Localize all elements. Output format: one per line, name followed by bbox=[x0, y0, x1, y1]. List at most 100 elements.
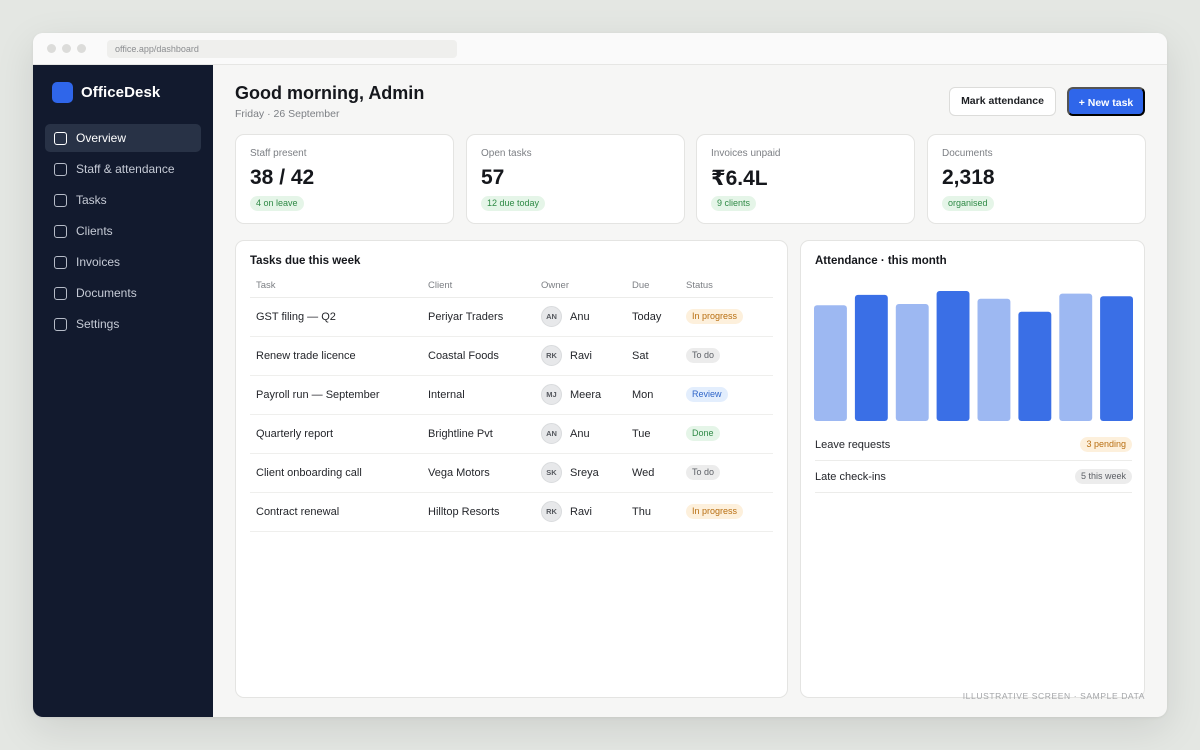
attendance-bar bbox=[977, 298, 1011, 421]
column-header-due[interactable]: Due bbox=[626, 274, 680, 298]
avatar: AN bbox=[541, 306, 562, 327]
current-date: Friday · 26 September bbox=[235, 108, 340, 120]
avatar: SK bbox=[541, 462, 562, 483]
stat-value: 38 / 42 bbox=[250, 166, 315, 189]
stat-label: Invoices unpaid bbox=[711, 148, 781, 159]
sidebar-item-documents[interactable]: Documents bbox=[45, 279, 201, 307]
task-status-cell: To do bbox=[680, 453, 773, 493]
stat-badge: organised bbox=[942, 196, 994, 211]
sidebar-item-label: Overview bbox=[76, 131, 127, 145]
owner-name: Sreya bbox=[570, 466, 599, 479]
task-owner-cell: AN Anu bbox=[535, 414, 626, 454]
attendance-bar-chart bbox=[814, 291, 1133, 421]
task-due: Thu bbox=[626, 492, 680, 532]
stat-card-invoices-unpaid[interactable]: Invoices unpaid ₹6.4L 9 clients bbox=[696, 134, 915, 224]
sidebar-item-tasks[interactable]: Tasks bbox=[45, 186, 201, 214]
sidebar-item-label: Documents bbox=[76, 286, 137, 300]
stat-card-documents[interactable]: Documents 2,318 organised bbox=[927, 134, 1146, 224]
table-row[interactable]: Quarterly report Brightline Pvt AN Anu Tu… bbox=[250, 414, 773, 454]
stat-value: ₹6.4L bbox=[711, 167, 768, 190]
task-status-cell: In progress bbox=[680, 297, 773, 337]
status-badge: In progress bbox=[686, 504, 744, 519]
sidebar-item-invoices[interactable]: Invoices bbox=[45, 248, 201, 276]
task-name: GST filing — Q2 bbox=[250, 297, 422, 337]
sidebar-item-staff-attendance[interactable]: Staff & attendance bbox=[45, 155, 201, 183]
attendance-bar bbox=[1100, 296, 1133, 421]
avatar: RK bbox=[541, 501, 562, 522]
task-owner-cell: RK Ravi bbox=[535, 492, 626, 532]
window-close-dot[interactable] bbox=[47, 44, 56, 53]
stat-card-staff-present[interactable]: Staff present 38 / 42 4 on leave bbox=[235, 134, 454, 224]
sidebar-item-settings[interactable]: Settings bbox=[45, 310, 201, 338]
sidebar-item-label: Tasks bbox=[76, 193, 107, 207]
owner-name: Meera bbox=[570, 388, 602, 401]
status-badge: In progress bbox=[686, 309, 744, 324]
attendance-bar bbox=[854, 294, 888, 421]
tasks-icon bbox=[54, 193, 67, 207]
staff-icon bbox=[54, 162, 67, 176]
column-header-client[interactable]: Client bbox=[422, 274, 535, 298]
sidebar-item-overview[interactable]: Overview bbox=[45, 124, 201, 152]
window-maximize-dot[interactable] bbox=[77, 44, 86, 53]
overview-icon bbox=[54, 131, 67, 145]
attendance-bar bbox=[936, 291, 970, 421]
invoices-icon bbox=[54, 255, 67, 269]
sidebar: OfficeDesk Overview Staff & attendance T… bbox=[33, 65, 213, 717]
owner-name: Anu bbox=[570, 310, 590, 323]
page-title: Good morning, Admin bbox=[235, 83, 425, 103]
window-minimize-dot[interactable] bbox=[62, 44, 71, 53]
settings-icon bbox=[54, 317, 67, 331]
sidebar-item-label: Clients bbox=[76, 224, 113, 238]
sidebar-nav: Overview Staff & attendance Tasks Client… bbox=[45, 124, 201, 341]
sidebar-item-clients[interactable]: Clients bbox=[45, 217, 201, 245]
footer-note: ILLUSTRATIVE SCREEN · SAMPLE DATA bbox=[962, 691, 1145, 701]
stat-label: Documents bbox=[942, 148, 993, 159]
status-badge: Done bbox=[686, 426, 720, 441]
task-owner-cell: MJ Meera bbox=[535, 375, 626, 415]
tasks-panel-title: Tasks due this week bbox=[250, 255, 361, 267]
table-row[interactable]: Payroll run — September Internal MJ Meera… bbox=[250, 375, 773, 415]
table-row[interactable]: Contract renewal Hilltop Resorts RK Ravi … bbox=[250, 492, 773, 532]
table-row[interactable]: Renew trade licence Coastal Foods RK Ravi… bbox=[250, 336, 773, 376]
table-header-row: Task Client Owner Due Status bbox=[250, 274, 773, 298]
owner-name: Ravi bbox=[570, 349, 593, 362]
late-checkins-row[interactable]: Late check-ins 5 this week bbox=[815, 461, 1132, 493]
table-row[interactable]: Client onboarding call Vega Motors SK Sre… bbox=[250, 453, 773, 493]
clients-icon bbox=[54, 224, 67, 238]
task-name: Client onboarding call bbox=[250, 453, 422, 493]
metric-label: Late check-ins bbox=[815, 470, 886, 483]
sidebar-item-label: Invoices bbox=[76, 255, 121, 269]
task-name: Contract renewal bbox=[250, 492, 422, 532]
brand[interactable]: OfficeDesk bbox=[52, 82, 160, 103]
task-client: Hilltop Resorts bbox=[422, 492, 535, 532]
documents-icon bbox=[54, 286, 67, 300]
owner-name: Anu bbox=[570, 427, 590, 440]
attendance-panel-title: Attendance · this month bbox=[815, 255, 947, 267]
leave-requests-row[interactable]: Leave requests 3 pending bbox=[815, 429, 1132, 461]
stat-badge: 4 on leave bbox=[250, 196, 304, 211]
task-status-cell: To do bbox=[680, 336, 773, 376]
new-task-button[interactable]: + New task bbox=[1067, 87, 1145, 116]
task-client: Coastal Foods bbox=[422, 336, 535, 376]
tasks-table: Task Client Owner Due Status GST filing … bbox=[250, 274, 773, 532]
stat-card-open-tasks[interactable]: Open tasks 57 12 due today bbox=[466, 134, 685, 224]
column-header-owner[interactable]: Owner bbox=[535, 274, 626, 298]
avatar: MJ bbox=[541, 384, 562, 405]
stat-badge: 9 clients bbox=[711, 196, 757, 211]
task-due: Today bbox=[626, 297, 680, 337]
main-content: Good morning, Admin Friday · 26 Septembe… bbox=[213, 65, 1167, 717]
stat-badge: 12 due today bbox=[481, 196, 546, 211]
task-owner-cell: SK Sreya bbox=[535, 453, 626, 493]
column-header-status[interactable]: Status bbox=[680, 274, 773, 298]
address-bar[interactable]: office.app/dashboard bbox=[107, 40, 457, 58]
task-status-cell: In progress bbox=[680, 492, 773, 532]
mark-attendance-button[interactable]: Mark attendance bbox=[949, 87, 1056, 116]
sidebar-item-label: Staff & attendance bbox=[76, 162, 175, 176]
attendance-bar bbox=[895, 304, 929, 421]
metric-label: Leave requests bbox=[815, 438, 891, 451]
task-due: Sat bbox=[626, 336, 680, 376]
table-row[interactable]: GST filing — Q2 Periyar Traders AN Anu To… bbox=[250, 297, 773, 337]
stat-label: Open tasks bbox=[481, 148, 532, 159]
column-header-task[interactable]: Task bbox=[250, 274, 422, 298]
status-badge: To do bbox=[686, 465, 721, 480]
